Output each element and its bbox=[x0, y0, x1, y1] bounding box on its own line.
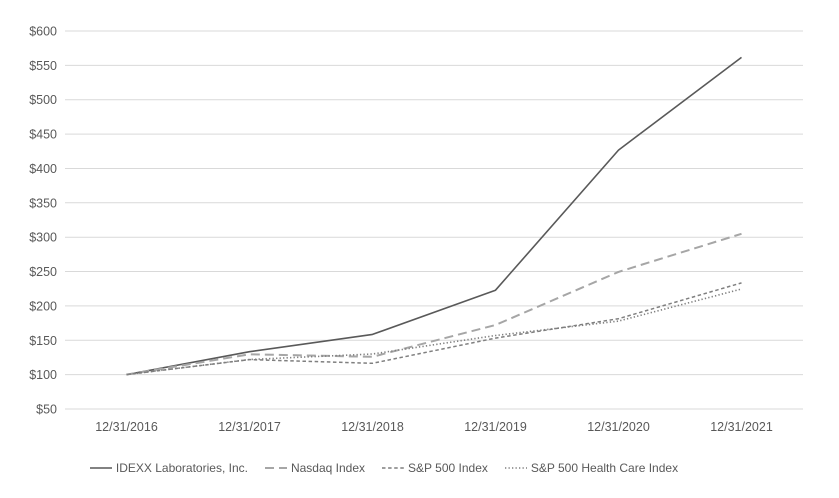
y-axis-tick-label: $350 bbox=[29, 196, 57, 210]
legend-item: Nasdaq Index bbox=[264, 461, 365, 475]
series-line-3 bbox=[126, 288, 742, 376]
y-axis-tick-label: $250 bbox=[29, 265, 57, 279]
x-axis-tick-label: 12/31/2018 bbox=[341, 420, 404, 434]
y-axis-tick-label: $50 bbox=[36, 403, 57, 417]
legend-item: IDEXX Laboratories, Inc. bbox=[89, 461, 248, 475]
y-axis-tick-label: $300 bbox=[29, 231, 57, 245]
series-line-0 bbox=[126, 56, 742, 376]
legend-item: S&P 500 Index bbox=[381, 461, 488, 475]
y-axis-tick-label: $400 bbox=[29, 162, 57, 176]
legend-swatch-line-icon bbox=[89, 467, 112, 469]
x-axis-tick-label: 12/31/2019 bbox=[464, 420, 527, 434]
series-line-1 bbox=[126, 232, 742, 376]
x-axis-tick-label: 12/31/2021 bbox=[710, 420, 773, 434]
y-axis-tick-label: $600 bbox=[29, 25, 57, 39]
performance-chart-canvas: $600 $550 $500 $450 $400 $350 $300 $250 $200 $150… bbox=[29, 25, 803, 434]
legend-swatch-line-icon bbox=[264, 467, 287, 469]
series-line-2 bbox=[126, 282, 742, 376]
x-axis-tick-label: 12/31/2017 bbox=[218, 420, 281, 434]
y-axis-tick-label: $100 bbox=[29, 368, 57, 382]
x-axis-tick-label: 12/31/2016 bbox=[95, 420, 158, 434]
legend-label: S&P 500 Health Care Index bbox=[530, 461, 679, 475]
legend-label: IDEXX Laboratories, Inc. bbox=[115, 461, 248, 475]
chart-legend: IDEXX Laboratories, Inc. Nasdaq Index S&P … bbox=[0, 461, 803, 475]
legend-label: S&P 500 Index bbox=[408, 461, 488, 475]
y-axis-tick-label: $550 bbox=[29, 59, 57, 73]
y-axis-tick-label: $450 bbox=[29, 128, 57, 142]
legend-swatch-line-icon bbox=[382, 467, 405, 469]
legend-item: S&P 500 Health Care Index bbox=[504, 461, 678, 475]
y-axis-tick-label: $150 bbox=[29, 334, 57, 348]
y-axis-tick-label: $500 bbox=[29, 93, 57, 107]
y-axis-tick-label: $200 bbox=[29, 299, 57, 313]
legend-swatch-line-icon bbox=[504, 467, 527, 469]
x-axis-tick-label: 12/31/2020 bbox=[587, 420, 650, 434]
legend-label: Nasdaq Index bbox=[290, 461, 366, 475]
